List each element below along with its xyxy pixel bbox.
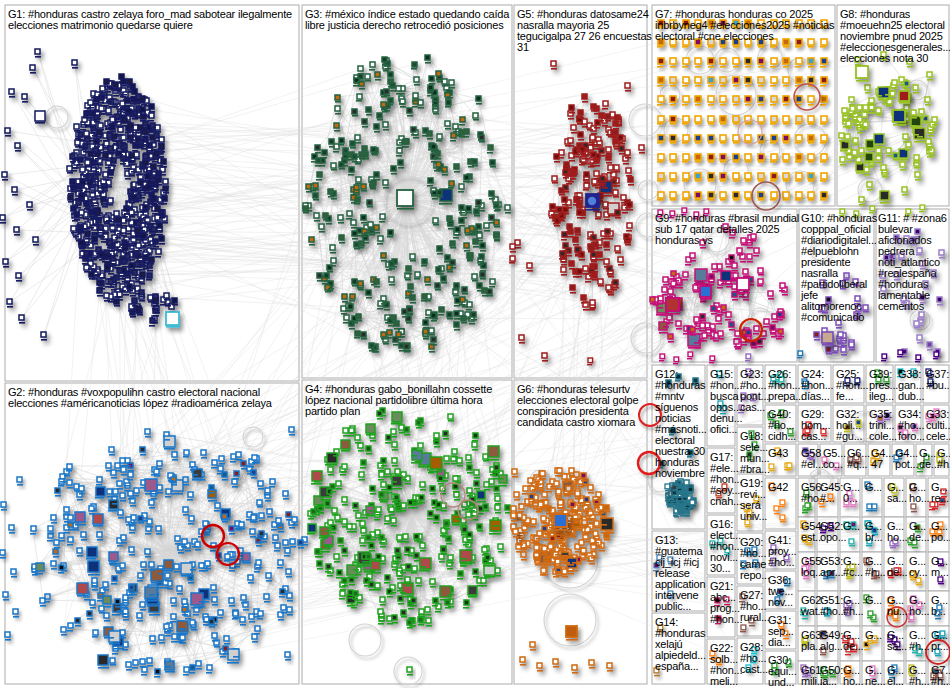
svg-text:G...: G... — [843, 520, 860, 532]
svg-text:G34:#ho...foro...: G34:#ho...foro... — [898, 408, 925, 442]
svg-text:G53:apr...: G53:apr... — [820, 555, 843, 578]
svg-text:G...: G... — [865, 594, 882, 606]
svg-text:G5...co...: G5...co... — [823, 447, 846, 470]
svg-text:G...: G... — [865, 629, 882, 641]
svg-text:G2: #honduras #voxpopulihn cas: G2: #honduras #voxpopulihn castro electo… — [8, 386, 273, 409]
svg-text:G...po...: G...po... — [931, 520, 950, 543]
svg-text:G38:gan...dub...: G38:gan...dub... — [898, 368, 924, 402]
svg-text:G...br...: G...br... — [865, 520, 882, 543]
svg-text:G31:sep...dia...: G31:sep...dia... — [768, 614, 794, 648]
svg-text:G6...#q...: G6...#q... — [847, 447, 870, 470]
svg-text:G43: G43 — [768, 447, 788, 459]
svg-text:G12:#honduras#mntvsíguenosnoti: G12:#honduras#mntvsíguenosnoticias#másno… — [655, 368, 707, 479]
svg-text:G...pr...: G...pr... — [931, 629, 948, 652]
svg-text:G58#el...: G58#el... — [801, 447, 824, 470]
svg-text:G7...#h...: G7...#h... — [931, 664, 950, 687]
svg-text:G6: #honduras telesurtveleccio: G6: #honduras telesurtvelecciones electo… — [517, 383, 638, 428]
svg-text:G...: G... — [865, 481, 882, 493]
svg-text:G33:culti...cele...: G33:culti...cele... — [926, 408, 950, 442]
svg-text:G42: G42 — [768, 481, 788, 493]
svg-text:G49:alg...: G49:alg... — [820, 629, 843, 652]
svg-text:G36:twe...nov...: G36:twe...nov... — [768, 574, 793, 608]
svg-text:G37:#bu...: G37:#bu... — [926, 368, 950, 391]
svg-text:G...#h...: G...#h... — [937, 447, 950, 470]
svg-text:G...re...: G...re... — [931, 481, 949, 504]
svg-text:G...m...: G...m... — [931, 555, 949, 578]
svg-text:G3: #méxico índice estado qued: G3: #méxico índice estado quedando caída… — [305, 8, 510, 31]
svg-text:G32:holi...#gu...: G32:holi...#gu... — [836, 408, 862, 442]
svg-text:G...cy...: G...cy... — [909, 555, 927, 578]
svg-text:G4...pot...: G4...pot... — [895, 447, 918, 470]
svg-text:G...el...: G...el... — [887, 664, 904, 687]
